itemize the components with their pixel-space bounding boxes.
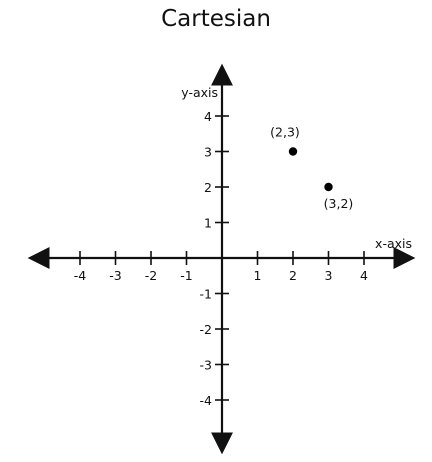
y-tick-label: -1 xyxy=(200,287,212,302)
x-tick-label: -4 xyxy=(74,268,87,283)
y-axis-label: y-axis xyxy=(181,85,218,100)
y-tick-label: 1 xyxy=(204,216,212,231)
data-point-label: (3,2) xyxy=(324,196,354,211)
y-tick-label: -3 xyxy=(200,358,212,373)
y-tick-label: -2 xyxy=(200,322,212,337)
x-tick-label: 1 xyxy=(254,268,262,283)
y-tick-label: -4 xyxy=(200,393,213,408)
x-tick-label: -2 xyxy=(145,268,157,283)
x-tick-label: -1 xyxy=(180,268,192,283)
x-tick-label: 3 xyxy=(325,268,333,283)
data-point-label: (2,3) xyxy=(270,125,300,140)
chart-title: Cartesian xyxy=(161,6,271,32)
x-tick-label: 2 xyxy=(289,268,297,283)
y-tick-label: 4 xyxy=(204,109,212,124)
axes-group xyxy=(27,63,416,455)
y-tick-label: 2 xyxy=(204,180,212,195)
data-point xyxy=(324,182,333,192)
data-point xyxy=(288,147,298,156)
labels-group: -4 -3 -2 -1 1 2 3 4 4 3 2 1 -1 -2 -3 -4 x-axis y-axis (2,3… xyxy=(74,85,412,408)
x-tick-label: 4 xyxy=(360,268,368,283)
x-axis-label: x-axis xyxy=(375,236,412,251)
ticks-group xyxy=(79,115,365,401)
y-tick-label: 3 xyxy=(204,145,212,160)
points-group xyxy=(288,147,333,192)
x-tick-label: -3 xyxy=(109,268,121,283)
